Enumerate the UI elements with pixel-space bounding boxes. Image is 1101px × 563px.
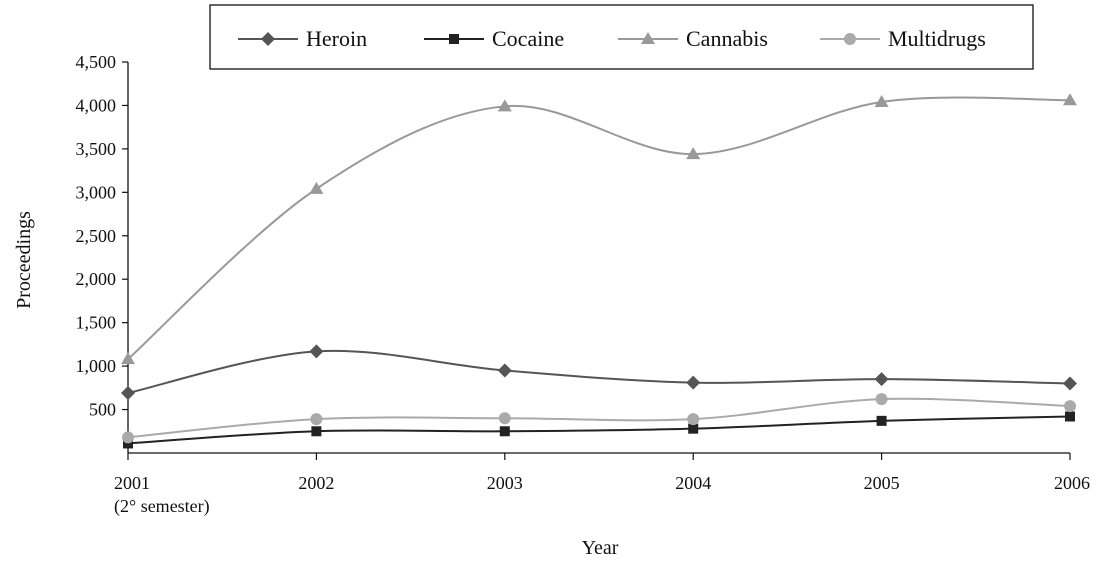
series-heroin bbox=[121, 344, 1077, 401]
data-point-heroin bbox=[686, 375, 701, 390]
series-layer bbox=[121, 93, 1077, 449]
y-tick-label: 1,000 bbox=[76, 356, 117, 376]
data-point-heroin bbox=[1063, 376, 1077, 391]
data-point-heroin bbox=[497, 363, 512, 378]
data-point-cocaine bbox=[1065, 411, 1075, 422]
y-tick-label: 3,500 bbox=[76, 139, 117, 159]
legend-label-cocaine: Cocaine bbox=[492, 26, 564, 51]
data-point-multidrugs bbox=[1064, 400, 1076, 413]
legend-marker-multidrugs bbox=[844, 33, 856, 45]
y-tick-label: 2,500 bbox=[76, 226, 117, 246]
data-point-cannabis bbox=[309, 181, 324, 194]
data-point-cannabis bbox=[497, 99, 512, 112]
data-point-cannabis bbox=[686, 147, 701, 160]
legend-marker-cannabis bbox=[641, 32, 655, 44]
legend-box bbox=[209, 4, 1034, 70]
series-line-multidrugs bbox=[127, 397, 1071, 439]
legend-marker-heroin bbox=[261, 32, 275, 46]
y-axis-title: Proceedings bbox=[13, 211, 35, 309]
data-point-cannabis bbox=[121, 352, 135, 365]
data-point-multidrugs bbox=[310, 413, 323, 426]
x-tick-sublabel: (2° semester) bbox=[114, 496, 210, 517]
data-point-multidrugs bbox=[687, 413, 700, 426]
data-point-cocaine bbox=[876, 415, 887, 426]
data-point-cannabis bbox=[874, 94, 889, 107]
series-cocaine bbox=[123, 411, 1075, 449]
data-point-heroin bbox=[874, 372, 889, 387]
data-point-multidrugs bbox=[498, 412, 511, 425]
series-line-cocaine bbox=[127, 415, 1071, 445]
data-point-multidrugs bbox=[875, 393, 888, 406]
y-axis: 500 1,000 1,500 2,000 2,500 3,000 3,500 4,000 4,… bbox=[76, 52, 129, 453]
data-point-cocaine bbox=[688, 423, 699, 434]
x-tick-label: 2004 bbox=[675, 473, 711, 493]
legend: Heroin Cocaine Cannabis Multidrugs bbox=[209, 4, 1034, 70]
y-tick-label: 4,500 bbox=[76, 52, 117, 72]
y-tick-label: 3,000 bbox=[76, 182, 117, 202]
data-point-cocaine bbox=[311, 426, 322, 437]
data-point-heroin bbox=[121, 386, 135, 401]
series-multidrugs bbox=[122, 393, 1076, 444]
y-tick-label: 500 bbox=[89, 400, 116, 420]
x-axis: 2001 (2° semester) 2002 2003 2004 2005 2006 bbox=[114, 452, 1090, 517]
x-tick-label: 2001 bbox=[114, 473, 150, 493]
data-point-cannabis bbox=[1063, 93, 1077, 106]
series-cannabis bbox=[121, 93, 1077, 365]
x-axis-title: Year bbox=[582, 537, 619, 559]
data-point-cocaine bbox=[123, 438, 133, 449]
legend-item-cocaine: Cocaine bbox=[424, 26, 564, 51]
y-tick-label: 1,500 bbox=[76, 313, 117, 333]
legend-item-multidrugs: Multidrugs bbox=[820, 26, 986, 51]
legend-item-heroin: Heroin bbox=[238, 26, 367, 51]
legend-label-cannabis: Cannabis bbox=[686, 26, 768, 51]
data-point-multidrugs bbox=[122, 431, 134, 444]
legend-label-heroin: Heroin bbox=[306, 26, 367, 51]
data-point-cocaine bbox=[499, 426, 510, 437]
series-line-heroin bbox=[127, 349, 1071, 395]
x-tick-label: 2006 bbox=[1054, 473, 1090, 493]
data-point-heroin bbox=[309, 344, 324, 359]
x-tick-label: 2005 bbox=[864, 473, 900, 493]
x-tick-label: 2002 bbox=[298, 473, 334, 493]
y-tick-label: 4,000 bbox=[76, 95, 117, 115]
legend-item-cannabis: Cannabis bbox=[618, 26, 768, 51]
series-line-cannabis bbox=[127, 96, 1071, 360]
x-tick-label: 2003 bbox=[487, 473, 523, 493]
legend-label-multidrugs: Multidrugs bbox=[888, 26, 986, 51]
legend-marker-cocaine bbox=[449, 34, 459, 44]
y-tick-label: 2,000 bbox=[76, 269, 117, 289]
